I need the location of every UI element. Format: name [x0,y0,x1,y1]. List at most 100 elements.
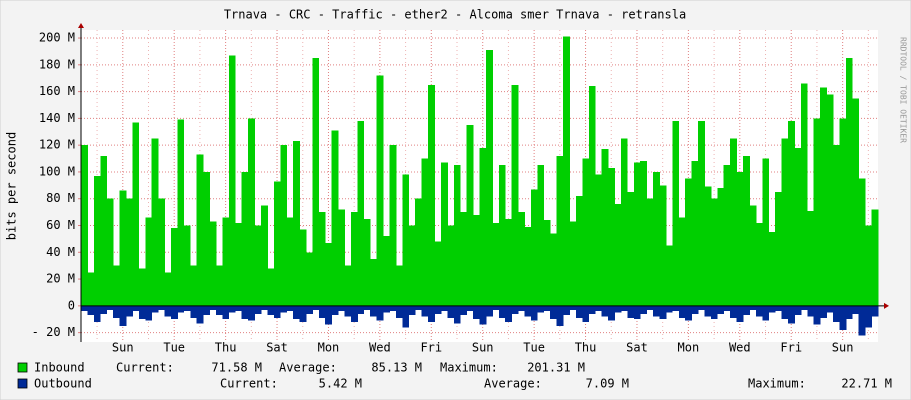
x-tick-label: Thu [215,341,237,355]
area-step [145,217,153,306]
x-tick-label: Fri [780,341,802,355]
area-step [383,236,390,306]
area-step [492,305,500,310]
area-step [723,305,731,312]
area-step [344,265,352,306]
area-step [196,305,204,324]
area-step [800,305,808,310]
area-step [305,305,313,314]
y-tick-label: 180 M [39,57,75,71]
area-step [659,305,667,320]
area-step [177,119,185,306]
area-step [627,305,635,318]
area-step [93,305,101,322]
area-step [807,210,815,306]
area-step [434,305,442,314]
area-step [865,305,872,328]
x-tick-label: Wed [369,341,391,355]
legend-stat-value: 5.42 M [319,377,362,391]
legend-label: Outbound [34,377,92,391]
area-step [113,305,120,318]
area-step [640,305,648,314]
x-tick-label: Sun [472,341,494,355]
area-step [299,305,307,322]
area-step [408,225,416,306]
area-step [228,55,236,306]
area-step [415,305,423,310]
area-step [113,265,120,306]
area-step [762,305,770,321]
area-step [273,181,281,306]
area-step [241,305,249,320]
area-step [460,305,468,316]
area-step [447,305,455,318]
x-tick-label: Thu [575,341,597,355]
area-step [241,171,249,306]
area-step [389,145,397,306]
area-step [183,305,191,312]
legend-stat-label: Maximum: [748,377,806,391]
area-step [125,198,133,306]
x-tick-label: Wed [729,341,751,355]
y-axis-label: bits per second [5,132,19,240]
legend-swatch [17,362,28,373]
area-step [620,138,628,306]
watermark: RRDTOOL / TOBI OETIKER [899,37,908,143]
area-step [633,305,641,320]
area-step [106,305,114,310]
area-step [447,225,455,306]
area-step [845,58,853,306]
area-step [370,258,378,306]
area-step [357,305,365,314]
area-step [100,155,108,306]
area-step [81,145,88,306]
area-step [627,192,635,306]
area-step [775,192,782,306]
x-tick-label: Sat [266,341,288,355]
area-step [582,305,590,322]
area-step [312,305,320,310]
area-step [453,305,461,324]
area-step [588,305,596,314]
area-step [460,212,468,306]
area-step [498,165,506,306]
area-step [788,121,795,306]
area-step [286,305,294,312]
area-step [717,305,725,314]
area-step [132,305,140,312]
area-step [672,305,680,312]
area-step [100,305,108,314]
area-step [749,205,757,306]
x-tick-label: Fri [420,341,442,355]
area-step [209,221,217,306]
area-step [260,305,268,310]
area-step [498,305,506,318]
area-step [723,165,731,306]
area-step [196,154,204,306]
area-step [434,241,442,306]
area-step [479,147,487,306]
y-tick-label: 40 M [46,245,75,259]
area-step [254,225,262,306]
area-step [267,268,275,306]
area-step [402,305,410,328]
area-step [203,171,210,306]
area-step [331,305,339,316]
area-step [665,245,673,306]
area-step [511,305,519,314]
area-step [871,305,879,317]
area-step [633,162,641,306]
area-step [826,94,834,306]
area-step [260,205,268,306]
area-step [421,158,429,306]
area-step [710,305,718,320]
area-step [312,58,320,306]
area-step [601,305,609,317]
area-step [852,98,860,306]
area-step [755,305,763,317]
area-step [794,305,802,316]
area-step [164,305,172,317]
legend-stat-value: 71.58 M [211,361,262,375]
area-step [350,305,358,322]
x-tick-label: Tue [523,341,545,355]
